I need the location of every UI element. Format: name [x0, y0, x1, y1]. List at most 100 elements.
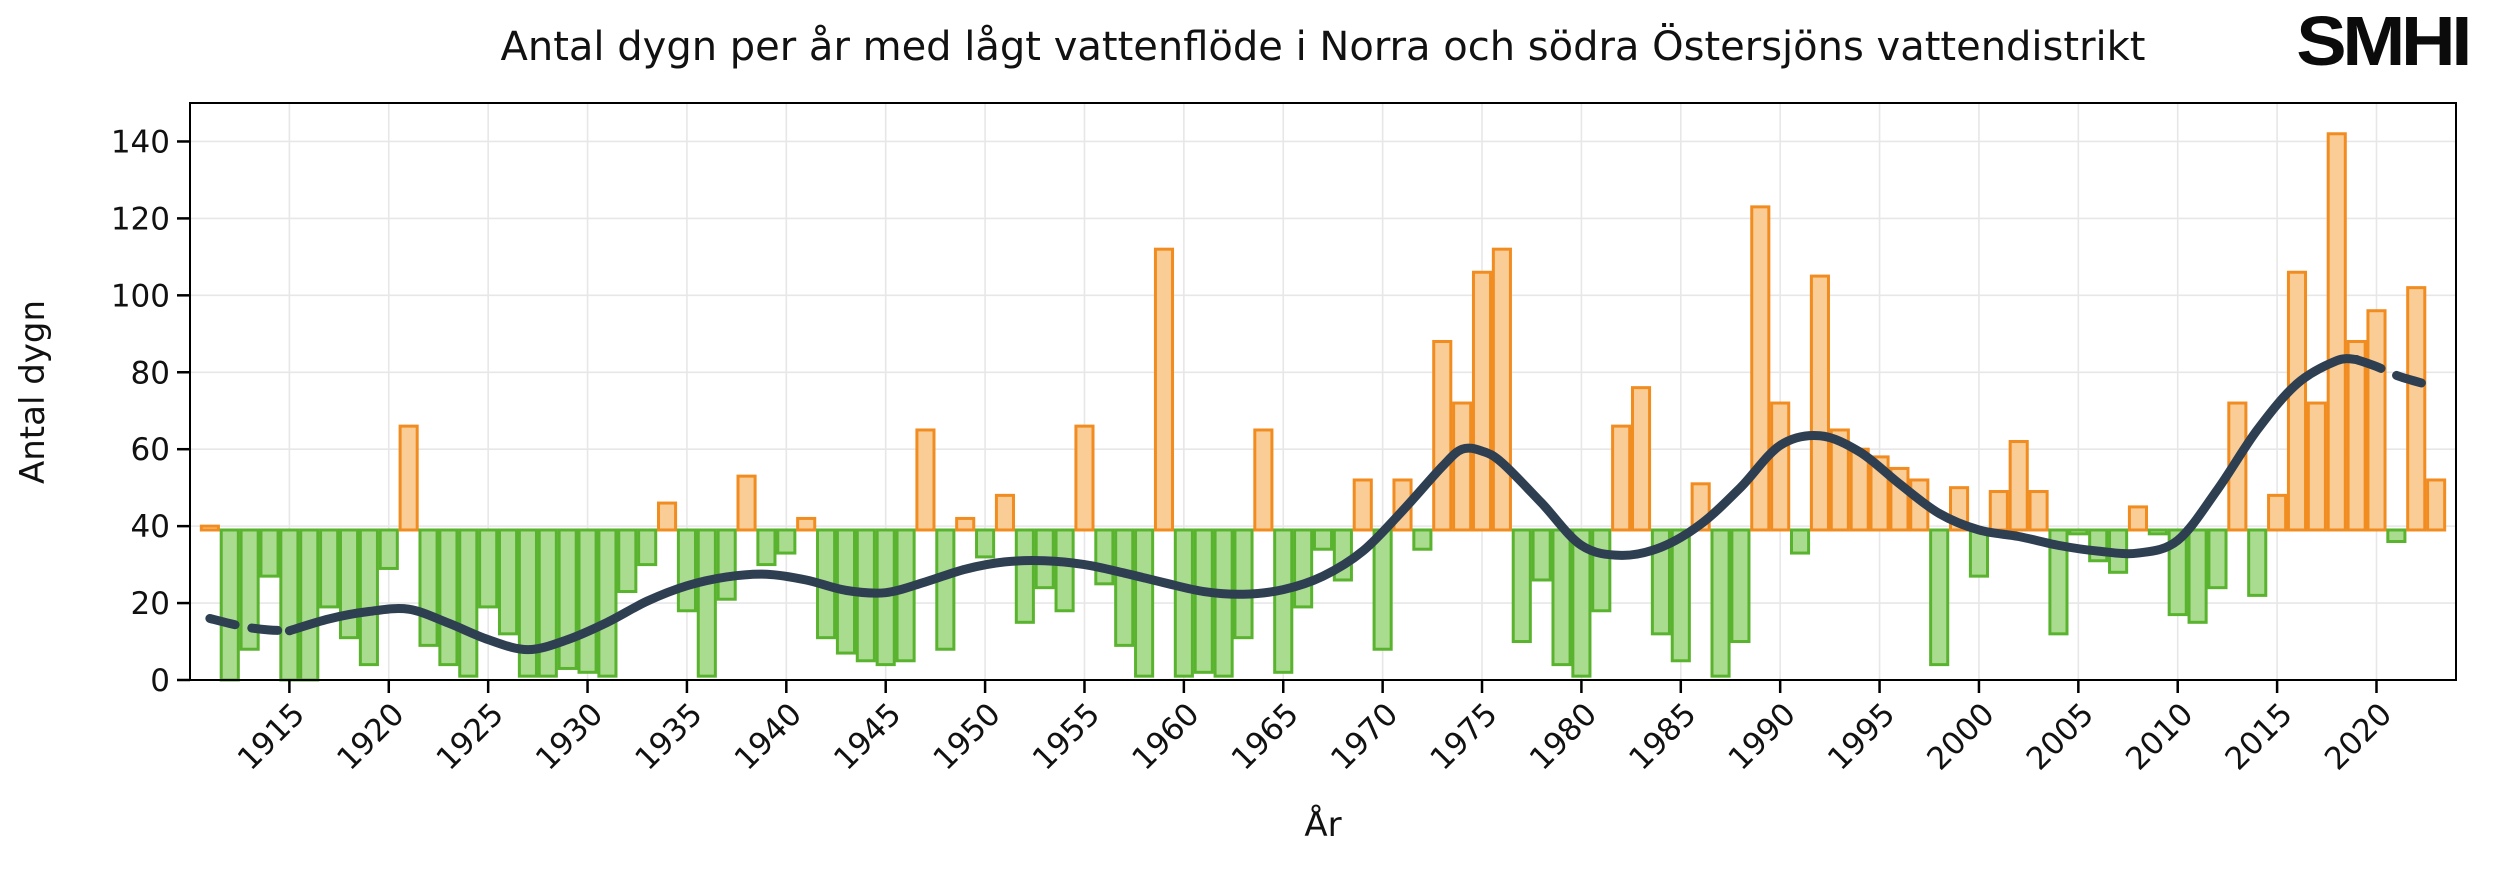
bar-1990 — [1770, 401, 1791, 532]
bar-1948 — [935, 528, 956, 651]
bar-2021 — [2386, 528, 2407, 544]
bar-2017 — [2306, 401, 2327, 532]
bar-1916 — [299, 528, 320, 682]
bar-1963 — [1233, 528, 1254, 640]
bar-1928 — [537, 528, 558, 678]
bar-1956 — [1094, 528, 1115, 586]
plot-border — [189, 102, 2457, 681]
y-tick-label-80: 80 — [131, 355, 170, 391]
bar-1972 — [1412, 528, 1433, 551]
x-tick-label-1945: 1945 — [827, 696, 908, 777]
bar-1988 — [1730, 528, 1751, 644]
x-tick-label-1955: 1955 — [1026, 696, 1107, 777]
bar-1976 — [1491, 247, 1512, 532]
bar-1929 — [557, 528, 578, 670]
bar-2022 — [2406, 286, 2427, 532]
bar-1934 — [657, 501, 678, 532]
x-tick-label-1960: 1960 — [1125, 696, 1206, 777]
bar-1949 — [955, 516, 976, 532]
bar-1970 — [1372, 528, 1393, 651]
bar-2020 — [2366, 309, 2387, 532]
bar-1951 — [994, 493, 1016, 532]
bar-2015 — [2267, 493, 2288, 532]
bar-2004 — [2048, 528, 2069, 636]
tick-marks — [177, 140, 2378, 693]
bar-1939 — [756, 528, 777, 567]
bar-2010 — [2167, 528, 2188, 617]
x-tick-label-2000: 2000 — [1920, 696, 2001, 777]
y-tick-label-140: 140 — [111, 124, 170, 160]
bar-2005 — [2068, 528, 2089, 536]
x-tick-label-1925: 1925 — [430, 696, 511, 777]
y-tick-label-0: 0 — [150, 663, 170, 699]
bar-1966 — [1293, 528, 1314, 609]
bar-1955 — [1074, 424, 1095, 532]
bar-1965 — [1273, 528, 1294, 674]
smhi-logo: SMHI — [2296, 2, 2472, 80]
y-tick-label-100: 100 — [111, 278, 170, 314]
bar-1922 — [418, 528, 439, 647]
bar-2018 — [2326, 132, 2347, 532]
bar-1961 — [1193, 528, 1214, 674]
x-tick-label-1970: 1970 — [1324, 696, 1405, 777]
bar-1962 — [1213, 528, 1234, 678]
x-tick-label-1915: 1915 — [231, 696, 312, 777]
bar-1985 — [1670, 528, 1691, 663]
bar-1932 — [617, 528, 638, 594]
bar-2016 — [2286, 270, 2308, 532]
y-tick-label-60: 60 — [131, 432, 170, 468]
bar-1931 — [597, 528, 618, 678]
bar-1979 — [1551, 528, 1572, 667]
bar-1957 — [1114, 528, 1135, 647]
bar-1974 — [1452, 401, 1473, 532]
bar-2019 — [2346, 339, 2367, 532]
bar-1926 — [497, 528, 519, 636]
x-tick-label-2015: 2015 — [2219, 696, 2300, 777]
bar-1921 — [398, 424, 419, 532]
bar-1935 — [676, 528, 697, 613]
bar-1936 — [696, 528, 717, 678]
bar-1938 — [736, 474, 757, 532]
x-tick-label-1930: 1930 — [529, 696, 610, 777]
bar-1911 — [199, 524, 220, 532]
bar-2008 — [2127, 505, 2149, 532]
bar-1917 — [319, 528, 340, 609]
bar-1954 — [1054, 528, 1075, 613]
bar-1927 — [517, 528, 538, 678]
bar-1967 — [1312, 528, 1334, 551]
bar-1958 — [1134, 528, 1155, 678]
bar-1946 — [895, 528, 916, 663]
y-tick-label-40: 40 — [131, 509, 170, 545]
trend-line-dashed-start — [205, 613, 294, 636]
bar-2023 — [2426, 478, 2447, 532]
axes-spines — [189, 102, 2457, 681]
bar-2012 — [2207, 528, 2228, 590]
bar-1977 — [1511, 528, 1532, 644]
bar-1983 — [1630, 386, 1652, 532]
x-tick-label-1920: 1920 — [330, 696, 411, 777]
bar-1925 — [478, 528, 499, 609]
bar-1941 — [796, 516, 817, 532]
x-tick-label-2010: 2010 — [2119, 696, 2200, 777]
x-tick-label-1950: 1950 — [926, 696, 1007, 777]
bar-1969 — [1352, 478, 1373, 532]
bar-1992 — [1809, 274, 1830, 532]
trend-layer — [205, 354, 2441, 655]
bar-1978 — [1531, 528, 1552, 582]
bar-1952 — [1014, 528, 1035, 624]
bar-1984 — [1650, 528, 1671, 636]
bar-2014 — [2247, 528, 2268, 597]
bar-1918 — [338, 528, 360, 640]
bar-1924 — [458, 528, 479, 678]
x-tick-label-1985: 1985 — [1622, 696, 1703, 777]
x-tick-label-1965: 1965 — [1225, 696, 1306, 777]
bar-1923 — [438, 528, 459, 667]
chart-title: Antal dygn per år med lågt vattenflöde i… — [501, 22, 2146, 70]
y-tick-label-120: 120 — [111, 201, 170, 237]
bar-1989 — [1750, 205, 1771, 532]
bar-1914 — [259, 528, 280, 578]
trend-line-dashed-end — [2352, 355, 2441, 392]
x-tick-label-1935: 1935 — [628, 696, 709, 777]
x-tick-label-1940: 1940 — [728, 696, 809, 777]
